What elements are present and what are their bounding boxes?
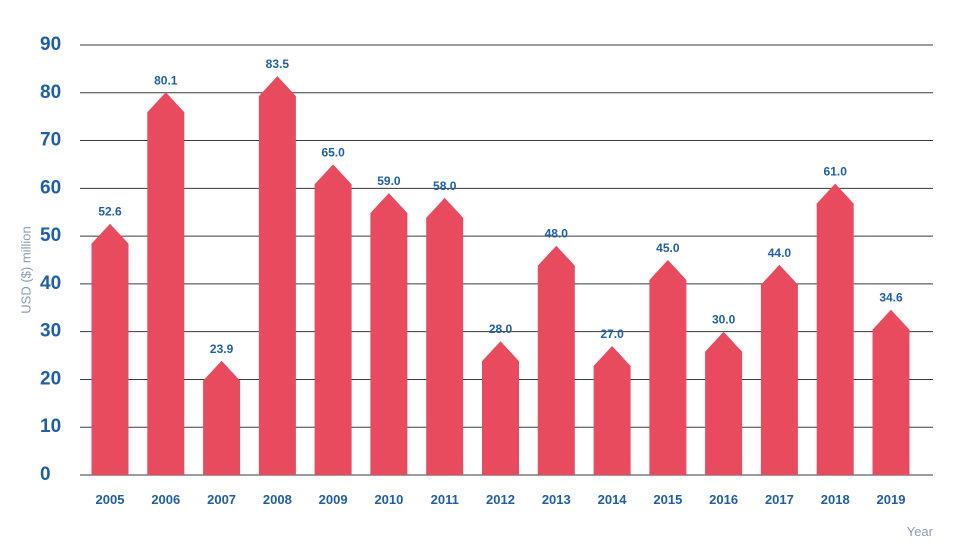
- y-tick-label-40: 40: [40, 273, 61, 294]
- x-axis-ticks: 2005 2006 2007 2008 2009 2010 2011 2012 2013 2014…: [96, 492, 906, 507]
- x-tick-label-2016: 2016: [709, 492, 738, 507]
- y-tick-label-80: 80: [40, 82, 61, 103]
- bar-2016: [705, 331, 743, 475]
- x-axis-title: Year: [907, 524, 934, 539]
- x-tick-label-2007: 2007: [207, 492, 236, 507]
- data-label-2011: 58.0: [433, 179, 457, 193]
- x-tick-label-2010: 2010: [374, 492, 403, 507]
- bar-2009: [314, 164, 352, 475]
- x-tick-label-2005: 2005: [96, 492, 125, 507]
- x-tick-label-2017: 2017: [765, 492, 794, 507]
- bar-2013: [537, 245, 575, 475]
- y-axis-title: USD ($) million: [18, 226, 33, 313]
- y-tick-label-20: 20: [40, 368, 61, 389]
- x-tick-label-2019: 2019: [877, 492, 906, 507]
- data-label-2010: 59.0: [377, 174, 401, 188]
- data-label-2008: 83.5: [266, 57, 290, 71]
- bar-2007: [203, 360, 241, 475]
- x-tick-label-2014: 2014: [598, 492, 628, 507]
- bars: [91, 76, 910, 476]
- data-labels: 52.6 80.1 23.9 83.5 65.0 59.0 58.0 28.0 48.0 27.0…: [98, 57, 903, 356]
- x-tick-label-2009: 2009: [319, 492, 348, 507]
- data-label-2015: 45.0: [656, 241, 680, 255]
- x-tick-label-2011: 2011: [431, 492, 459, 507]
- data-label-2007: 23.9: [210, 342, 234, 356]
- y-tick-label-10: 10: [40, 416, 61, 437]
- data-label-2016: 30.0: [712, 313, 736, 327]
- bar-2005: [91, 223, 129, 475]
- bar-2019: [872, 309, 910, 475]
- bar-2008: [258, 76, 296, 475]
- data-label-2005: 52.6: [98, 205, 122, 219]
- y-tick-label-30: 30: [40, 321, 61, 342]
- data-label-2019: 34.6: [879, 291, 903, 305]
- x-tick-label-2008: 2008: [263, 492, 292, 507]
- data-label-2013: 48.0: [545, 227, 569, 241]
- y-tick-label-90: 90: [40, 34, 61, 55]
- data-label-2009: 65.0: [321, 145, 345, 159]
- bar-2015: [649, 260, 687, 475]
- bar-2017: [760, 264, 798, 475]
- y-tick-label-70: 70: [40, 130, 61, 151]
- bar-2010: [370, 193, 408, 475]
- x-tick-label-2013: 2013: [542, 492, 571, 507]
- bar-2014: [593, 346, 631, 475]
- data-label-2017: 44.0: [768, 246, 792, 260]
- x-tick-label-2015: 2015: [653, 492, 682, 507]
- y-tick-label-60: 60: [40, 177, 61, 198]
- data-label-2018: 61.0: [824, 165, 848, 179]
- bar-2006: [147, 92, 185, 476]
- x-tick-label-2018: 2018: [821, 492, 850, 507]
- y-tick-label-50: 50: [40, 225, 61, 246]
- data-label-2012: 28.0: [489, 322, 513, 336]
- x-tick-label-2006: 2006: [151, 492, 180, 507]
- bar-2018: [816, 183, 854, 475]
- data-label-2014: 27.0: [600, 327, 624, 341]
- y-axis-ticks: 0 10 20 30 40 50 60 70 80 90: [40, 34, 61, 485]
- x-tick-label-2012: 2012: [486, 492, 515, 507]
- bar-2011: [426, 197, 464, 475]
- y-tick-label-0: 0: [40, 464, 51, 485]
- data-label-2006: 80.1: [154, 73, 178, 87]
- bar-2012: [482, 341, 519, 475]
